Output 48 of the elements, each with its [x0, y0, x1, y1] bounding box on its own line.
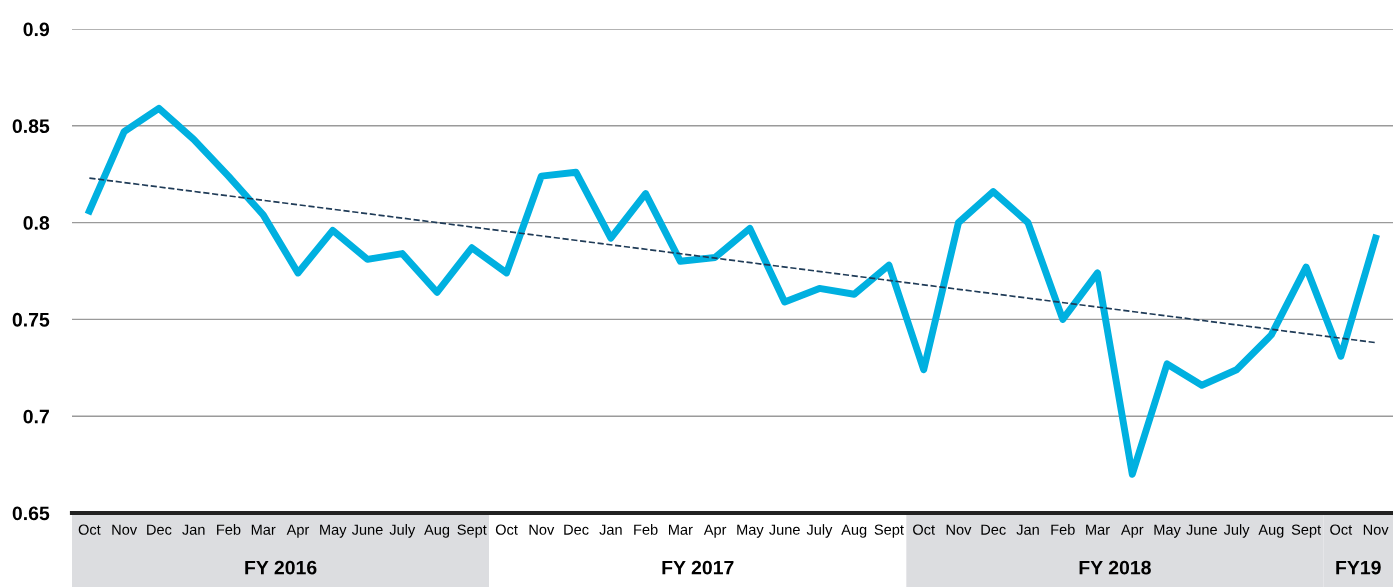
x-tick-label: Mar: [251, 524, 276, 535]
x-tick-label: Sept: [1291, 524, 1321, 538]
x-tick-label: June: [769, 524, 800, 535]
x-tick-label: June: [1186, 524, 1217, 535]
x-tick-label: Aug: [424, 524, 450, 538]
x-tick-label: Feb: [634, 524, 658, 535]
x-tick-label: July: [1223, 524, 1250, 538]
x-tick-label: Oct: [1330, 524, 1353, 535]
x-tick-label: July: [389, 524, 416, 538]
text: FY19: [1336, 560, 1381, 575]
x-tick-label: Aug: [1258, 524, 1284, 538]
y-tick-label: 0.75: [12, 312, 50, 327]
y-tick-label: 0.7: [23, 409, 49, 424]
x-tick-label: Sept: [874, 524, 904, 538]
x-tick-label: May: [1154, 524, 1181, 538]
x-tick-label: Nov: [1363, 524, 1389, 535]
x-tick-label: Dec: [564, 524, 589, 535]
x-tick-label: Feb: [1051, 524, 1075, 535]
x-tick-label: Nov: [946, 524, 972, 535]
x-tick-label: Aug: [841, 524, 867, 538]
x-tick-label: Dec: [981, 524, 1006, 535]
x-tick-label: Sept: [457, 524, 487, 538]
y-tick-label: 0.65: [12, 506, 50, 521]
x-tick-label: May: [320, 524, 347, 538]
x-tick-label: Apr: [1120, 524, 1144, 538]
x-tick-label: Mar: [669, 524, 693, 535]
text: FY 2016: [245, 560, 317, 575]
x-tick-label: Apr: [703, 524, 727, 538]
x-tick-label: Jan: [599, 524, 622, 535]
y-tick-label: 0.8: [23, 216, 50, 230]
x-tick-label: Apr: [286, 524, 310, 538]
x-tick-label: Dec: [147, 524, 172, 535]
x-tick-label: Oct: [913, 524, 935, 535]
x-tick-label: Oct: [495, 524, 518, 535]
y-tick-label: 0.85: [12, 119, 50, 134]
x-tick-label: Jan: [1016, 524, 1039, 535]
x-tick-label: June: [351, 524, 383, 535]
x-tick-label: May: [737, 524, 764, 538]
text: FY 2017: [662, 560, 734, 575]
x-tick-label: Jan: [182, 524, 205, 535]
x-tick-label: Nov: [112, 524, 138, 535]
x-tick-label: Oct: [78, 524, 101, 535]
x-tick-label: Nov: [529, 524, 555, 535]
x-tick-label: Feb: [217, 524, 241, 535]
x-tick-label: July: [806, 524, 833, 538]
text: FY 2018: [1079, 560, 1151, 575]
x-tick-label: Mar: [1086, 524, 1110, 535]
y-tick-label: 0.9: [23, 22, 50, 37]
